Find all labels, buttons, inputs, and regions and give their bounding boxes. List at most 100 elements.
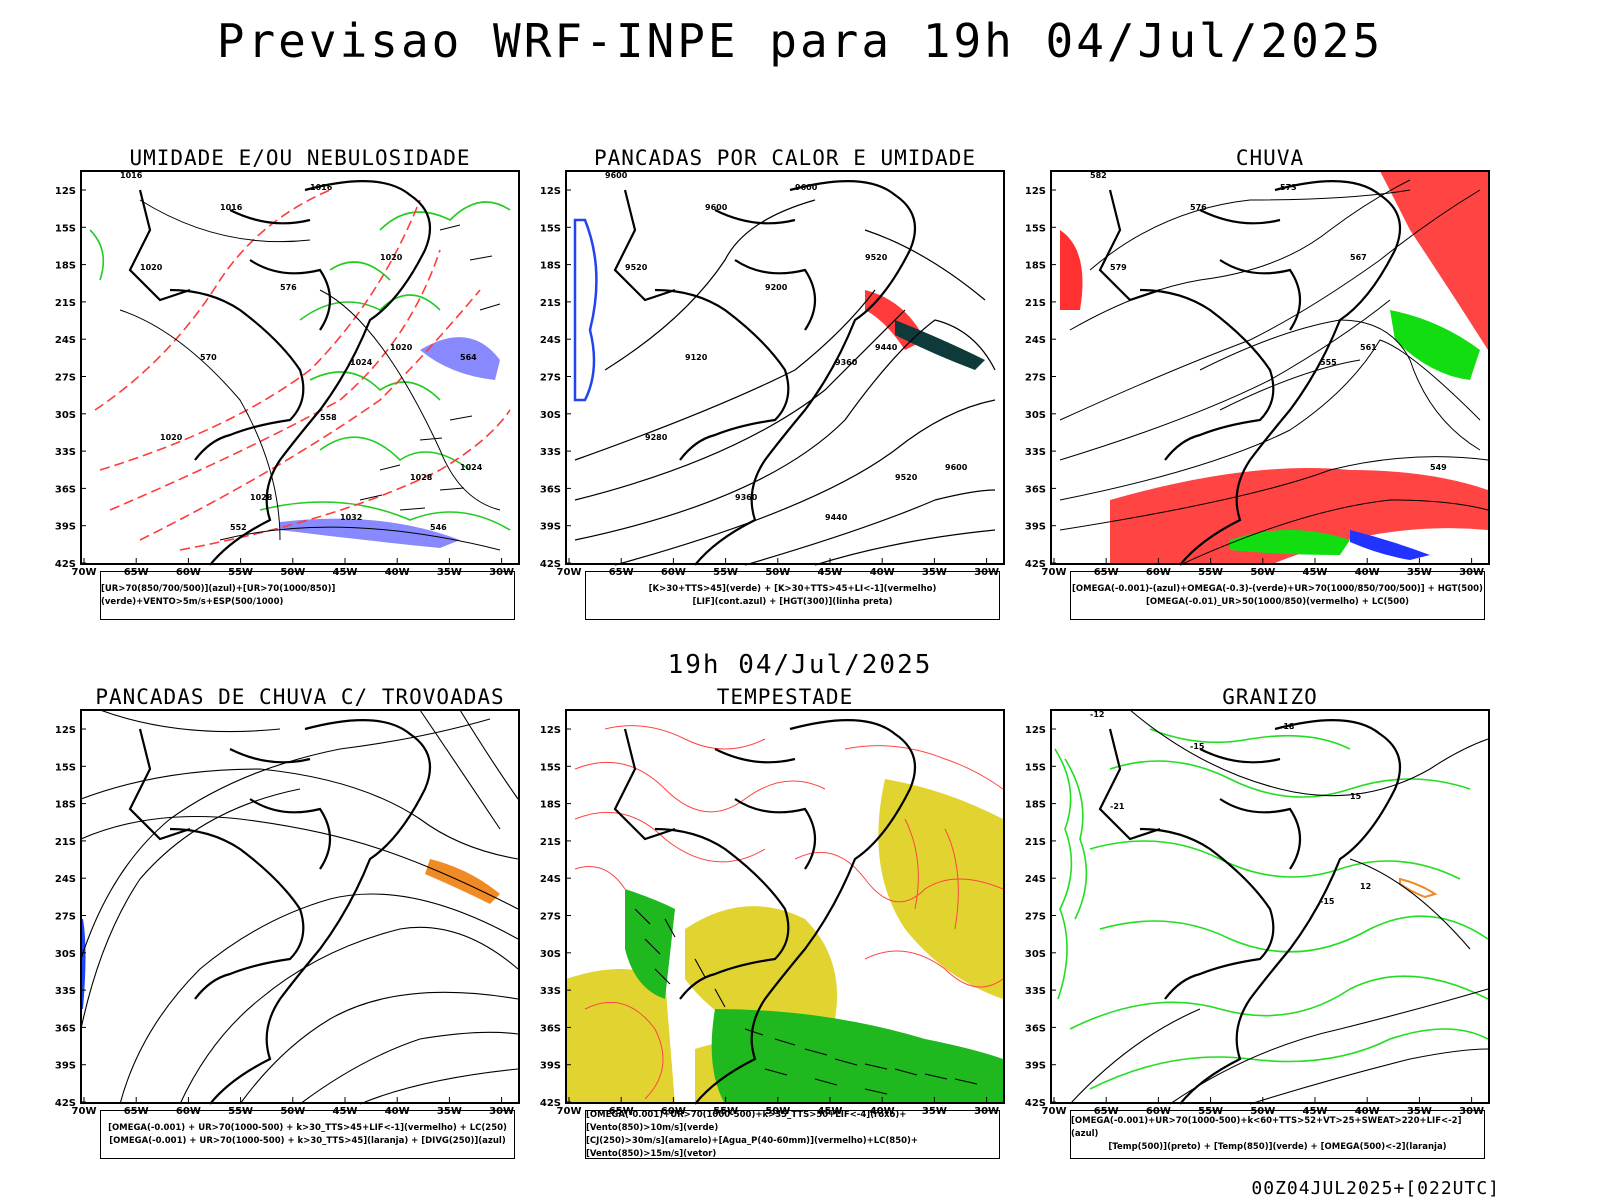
lon-tick-label: 55W — [713, 567, 738, 578]
lat-tick-label: 33S — [55, 447, 76, 458]
contour-label: 570 — [200, 353, 217, 362]
lat-tick-label: 36S — [540, 484, 561, 495]
lon-tick-label: 40W — [385, 1106, 410, 1117]
lat-tick-label: 18S — [55, 261, 76, 272]
lat-tick-label: 12S — [55, 725, 76, 736]
lon-tick-label: 55W — [1198, 1106, 1223, 1117]
lat-tick-label: 33S — [540, 986, 561, 997]
lon-tick-label: 55W — [1198, 567, 1223, 578]
lat-tick-label: 27S — [540, 373, 561, 384]
lon-tick-label: 35W — [1407, 567, 1432, 578]
lon-tick-label: 45W — [818, 1106, 843, 1117]
lon-tick-label: 30W — [974, 567, 999, 578]
lat-tick-label: 21S — [540, 298, 561, 309]
contour-label: 9280 — [645, 433, 668, 442]
contour-label: 1028 — [410, 473, 433, 482]
lat-tick-label: 18S — [540, 800, 561, 811]
lat-tick-label: 42S — [1025, 1098, 1046, 1109]
lat-tick-label: 18S — [1025, 261, 1046, 272]
legend-line: [OMEGA(-0.001) + UR>70(1000-500) + k>30_… — [109, 1135, 506, 1146]
contour-label: 1016 — [120, 171, 143, 180]
lon-tick-label: 40W — [385, 567, 410, 578]
lat-tick-label: 30S — [55, 949, 76, 960]
contour-label: 9120 — [685, 353, 708, 362]
contour-label: 1020 — [390, 343, 413, 352]
panel-trovoadas: PANCADAS DE CHUVA C/ TROVOADAS — [55, 685, 520, 1160]
contour-label: -12 — [1090, 710, 1104, 719]
lon-tick-label: 45W — [333, 567, 358, 578]
lat-tick-label: 21S — [55, 837, 76, 848]
lon-tick-label: 30W — [489, 1106, 514, 1117]
lat-tick-label: 42S — [540, 559, 561, 570]
lat-tick-label: 24S — [540, 335, 561, 346]
lat-tick-label: 15S — [55, 223, 76, 234]
contour-label: -18 — [1280, 722, 1295, 731]
contour-label: 9360 — [735, 493, 758, 502]
panel-legend: [UR>70(850/700/500)](azul)+[UR>70(1000/8… — [100, 571, 515, 620]
panel-legend: [OMEGA(-0.001)+UR>70(1000-500)+k>35_TTS>… — [585, 1110, 1000, 1159]
contour-label: 567 — [1350, 253, 1367, 262]
lon-tick-label: 30W — [489, 567, 514, 578]
lon-tick-label: 35W — [922, 1106, 947, 1117]
contour-label: 9440 — [825, 513, 848, 522]
contour-label: 564 — [460, 353, 477, 362]
lat-tick-label: 42S — [55, 1098, 76, 1109]
contour-label: 576 — [1190, 203, 1207, 212]
contour-label: -21 — [1110, 802, 1125, 811]
contour-label: 1020 — [140, 263, 163, 272]
contour-label: 9520 — [625, 263, 648, 272]
panel-legend: [K>30+TTS>45](verde) + [K>30+TTS>45+LI<-… — [585, 571, 1000, 620]
lat-tick-label: 30S — [55, 410, 76, 421]
contour-label: 1028 — [250, 493, 273, 502]
lat-tick-label: 24S — [540, 874, 561, 885]
lon-tick-label: 70W — [557, 567, 582, 578]
lon-tick-label: 45W — [333, 1106, 358, 1117]
legend-line: [Temp(500)](preto) + [Temp(850)](verde) … — [1108, 1142, 1447, 1152]
lat-tick-label: 39S — [55, 522, 76, 533]
lat-tick-label: 27S — [540, 912, 561, 923]
map-umidade: 12S 15S 18S 21S 24S 27S 30S 33S 36S 39S 42S 70W 65W… — [55, 170, 520, 578]
panel-title: TEMPESTADE — [716, 685, 854, 709]
legend-line: [OMEGA(-0.01)_UR>50(1000/850)(vermelho) … — [1145, 596, 1410, 607]
lon-tick-label: 65W — [124, 1106, 149, 1117]
contour-label: 1024 — [460, 463, 483, 472]
lat-tick-label: 36S — [540, 1023, 561, 1034]
panel-title: UMIDADE E/OU NEBULOSIDADE — [129, 146, 471, 170]
map-granizo: 12S 15S 18S 21S 24S 27S 30S 33S 36S 39S 42S 70W 65W… — [1025, 709, 1490, 1117]
lat-tick-label: 33S — [540, 447, 561, 458]
lat-tick-label: 18S — [540, 261, 561, 272]
lat-tick-label: 30S — [540, 949, 561, 960]
lon-tick-label: 45W — [1303, 1106, 1328, 1117]
contour-label: 561 — [1360, 343, 1377, 352]
contour-label: 1024 — [350, 358, 373, 367]
lat-tick-label: 39S — [55, 1061, 76, 1072]
panel-chuva: CHUVA — [1025, 146, 1490, 621]
lat-tick-label: 12S — [1025, 725, 1046, 736]
lon-tick-label: 30W — [974, 1106, 999, 1117]
lon-tick-label: 65W — [1094, 567, 1119, 578]
lat-tick-label: 12S — [540, 725, 561, 736]
legend-line: [OMEGA(-0.001)+UR>70(1000-500)+k>35_TTS>… — [586, 1109, 907, 1133]
contour-label: -15 — [1190, 742, 1205, 751]
lon-tick-label: 30W — [1459, 567, 1484, 578]
contour-label: 9600 — [795, 183, 818, 192]
contour-label: 9360 — [835, 358, 858, 367]
lon-tick-label: 60W — [176, 1106, 201, 1117]
lon-tick-label: 60W — [1146, 567, 1171, 578]
lat-tick-label: 39S — [540, 522, 561, 533]
contour-label: 9520 — [865, 253, 888, 262]
lat-tick-label: 42S — [55, 559, 76, 570]
lon-tick-label: 40W — [870, 567, 895, 578]
panel-title: CHUVA — [1235, 146, 1305, 170]
legend-line: [OMEGA(-0.001)+UR>70(1000-500)+k<60+TTS>… — [1071, 1116, 1462, 1139]
lat-tick-label: 24S — [55, 335, 76, 346]
legend-line: [OMEGA(-0.001) + UR>70(1000-500) + k>30_… — [108, 1122, 507, 1133]
legend-line: [CJ(250)>30m/s](amarelo)+[Agua_P(40-60mm… — [586, 1135, 919, 1159]
lat-tick-label: 30S — [1025, 410, 1046, 421]
lon-tick-label: 40W — [870, 1106, 895, 1117]
lon-tick-label: 60W — [661, 567, 686, 578]
map-chuva: 12S 15S 18S 21S 24S 27S 30S 33S 36S 39S 42S 70W 65W… — [1025, 170, 1490, 578]
contour-label: 579 — [1110, 263, 1127, 272]
contour-label: 9520 — [895, 473, 918, 482]
contour-label: 1020 — [160, 433, 183, 442]
